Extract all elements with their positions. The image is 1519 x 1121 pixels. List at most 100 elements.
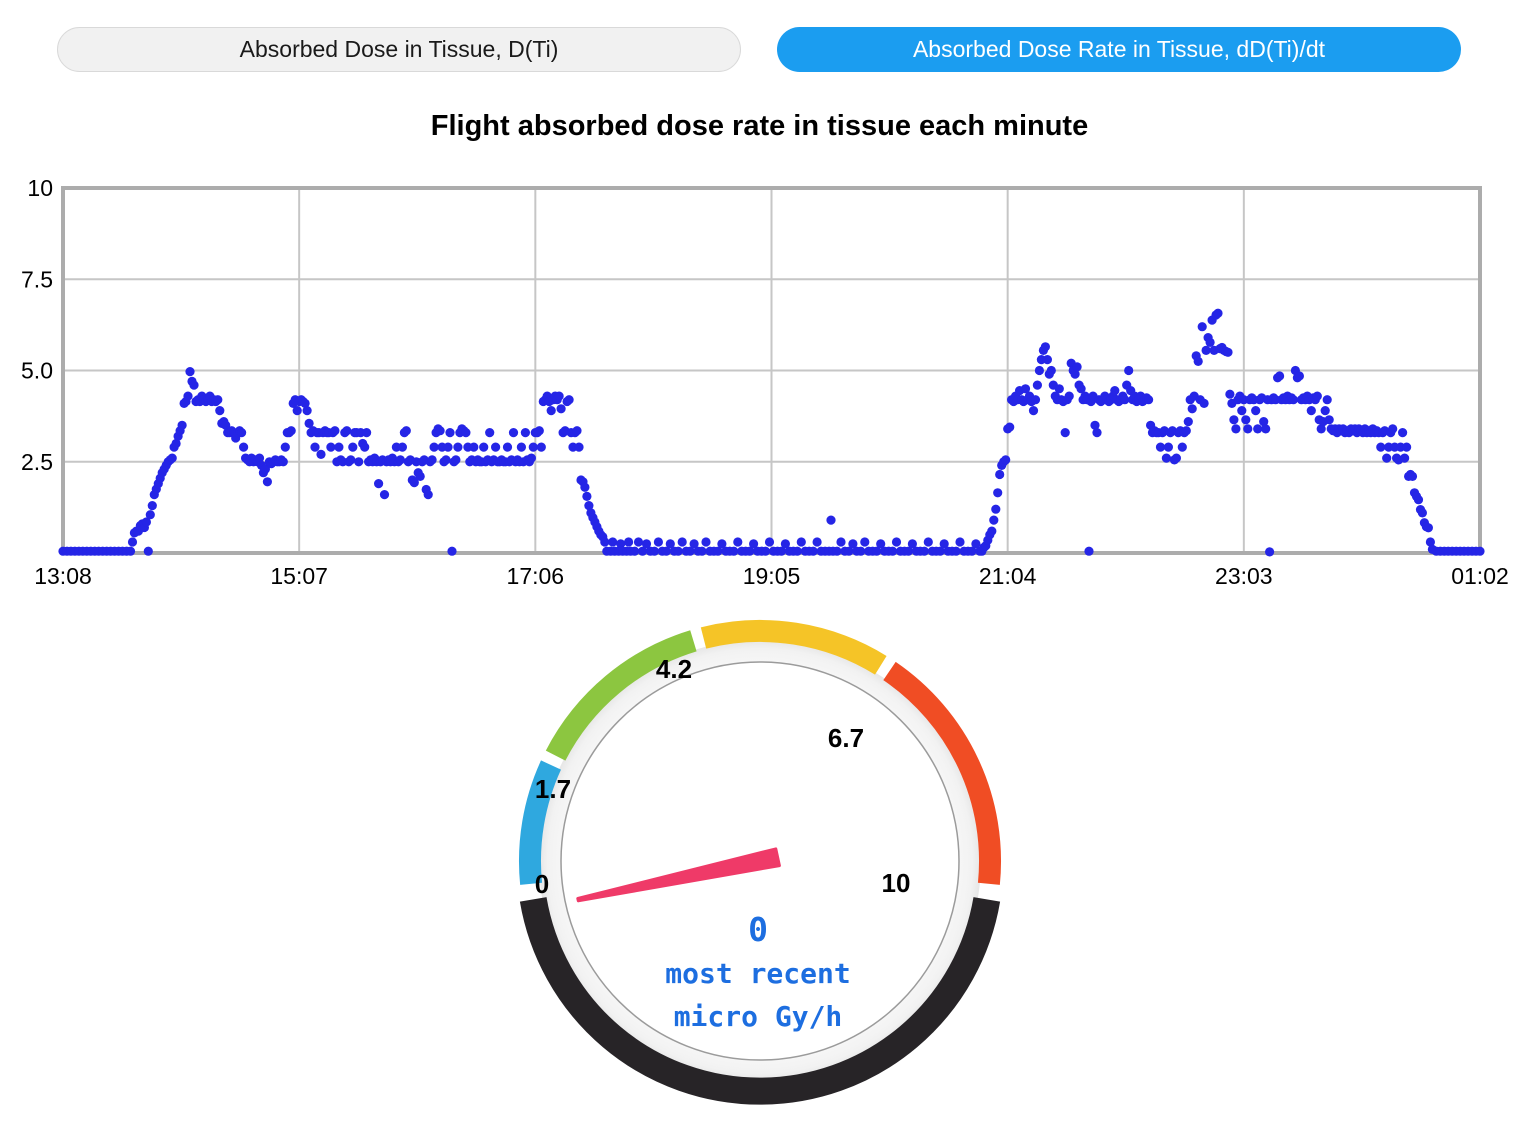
scatter-point	[1398, 428, 1408, 438]
scatter-point	[189, 380, 199, 390]
scatter-point	[546, 406, 556, 416]
scatter-point	[1124, 365, 1134, 376]
scatter-point	[564, 395, 574, 405]
scatter-point	[1261, 424, 1271, 434]
scatter-point	[292, 406, 302, 416]
scatter-point	[717, 539, 727, 549]
scatter-point	[145, 510, 155, 520]
scatter-point	[221, 420, 231, 430]
scatter-point	[876, 539, 886, 549]
scatter-point	[1193, 356, 1203, 366]
scatter-point	[637, 546, 648, 556]
scatter-point	[556, 404, 566, 414]
scatter-point	[580, 482, 590, 492]
scatter-point	[427, 455, 437, 465]
x-tick-label: 13:08	[34, 563, 92, 589]
x-tick-label: 23:03	[1215, 563, 1273, 589]
scatter-point	[397, 442, 407, 452]
scatter-point	[826, 515, 836, 525]
gauge-segment-arc	[518, 760, 562, 885]
y-axis-tick-labels: 2.5 5.0 7.5 10	[21, 175, 53, 475]
scatter-point	[677, 537, 687, 547]
scatter-point	[907, 539, 918, 549]
scatter-point	[1171, 453, 1181, 463]
scatter-point	[1197, 322, 1207, 332]
gauge-tick-labels: 0 1.7 4.2 6.7 10	[535, 654, 911, 899]
scatter-point	[447, 546, 457, 556]
y-tick-label: 10	[27, 175, 53, 201]
scatter-point	[971, 539, 981, 549]
scatter-point	[516, 442, 527, 452]
x-tick-label: 21:04	[979, 563, 1037, 589]
scatter-point	[534, 426, 544, 436]
scatter-point	[326, 442, 336, 452]
scatter-point	[554, 391, 564, 401]
scatter-point	[1163, 442, 1173, 452]
scatter-point	[760, 546, 771, 556]
scatter-point	[1181, 426, 1191, 436]
gauge-segment-arc	[883, 661, 1002, 885]
scatter-point	[528, 442, 538, 452]
gauge-tick-label: 0	[535, 869, 549, 899]
scatter-point	[215, 406, 225, 416]
scatter-point	[342, 426, 352, 436]
scatter-point	[260, 464, 270, 474]
scatter-point	[832, 546, 842, 556]
scatter-point	[254, 453, 265, 463]
gauge-tick-label: 1.7	[535, 774, 571, 804]
scatter-point	[729, 546, 739, 556]
scatter-point	[360, 442, 370, 452]
scatter-point	[1312, 391, 1322, 401]
scatter-point	[435, 426, 445, 436]
scatter-point	[1110, 386, 1120, 396]
toggle-absorbed-dose-button[interactable]: Absorbed Dose in Tissue, D(Ti)	[57, 27, 741, 72]
scatter-point	[630, 546, 640, 556]
scatter-point	[653, 537, 664, 547]
scatter-point	[1223, 347, 1233, 357]
scatter-point	[362, 428, 372, 438]
scatter-point	[1288, 395, 1298, 405]
scatter-point	[1407, 471, 1418, 481]
scatter-point	[1241, 415, 1251, 425]
scatter-point	[582, 491, 592, 501]
scatter-point	[1237, 406, 1247, 416]
scatter-point	[461, 428, 471, 438]
scatter-point	[673, 546, 683, 556]
scatter-point	[1084, 546, 1094, 556]
scatter-point	[453, 442, 463, 452]
scatter-point	[520, 428, 531, 438]
scatter-point	[262, 477, 272, 487]
scatter-point	[1064, 391, 1074, 401]
scatter-point	[443, 442, 453, 452]
scatter-point	[1259, 417, 1269, 427]
scatter-point	[989, 515, 999, 525]
scatter-point	[856, 546, 866, 556]
gauge-needle	[576, 847, 781, 903]
scatter-point	[409, 478, 419, 488]
scatter-point	[451, 455, 461, 465]
scatter-point	[330, 426, 340, 436]
gauge-value: 0	[748, 910, 768, 949]
scatter-point	[1294, 371, 1304, 381]
scatter-point	[649, 546, 660, 556]
scatter-point	[1042, 355, 1052, 365]
gauge-segment-arc	[700, 620, 887, 675]
scatter-point	[141, 517, 151, 527]
dose-rate-gauge: 0 1.7 4.2 6.7 10 0 most recent micro Gy/h	[518, 620, 1002, 1105]
scatter-point	[780, 539, 791, 549]
scatter-point	[584, 501, 594, 511]
toggle-absorbed-dose-rate-button[interactable]: Absorbed Dose Rate in Tissue, dD(Ti)/dt	[777, 27, 1461, 72]
scatter-point	[1306, 406, 1316, 416]
scatter-point	[1187, 404, 1197, 414]
scatter-point	[749, 539, 759, 549]
scatter-point	[1072, 362, 1082, 372]
scatter-point	[1005, 422, 1015, 432]
scatter-point	[764, 537, 775, 547]
scatter-point	[701, 537, 711, 547]
scatter-point	[836, 537, 846, 547]
scatter-point	[429, 442, 439, 452]
scatter-point	[1417, 508, 1427, 518]
scatter-point	[469, 442, 479, 452]
scatter-point	[348, 442, 358, 452]
scatter-point	[600, 537, 610, 547]
